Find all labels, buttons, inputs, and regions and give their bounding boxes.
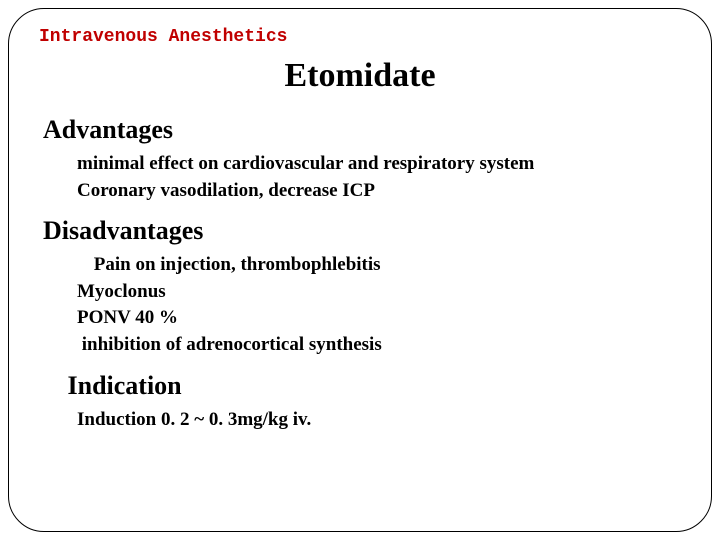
list-item: Pain on injection, thrombophlebitis (85, 252, 681, 279)
slide-frame: Intravenous Anesthetics Etomidate Advant… (8, 8, 712, 532)
section-heading-text: Advantages (43, 115, 173, 144)
list-item-text: Myoclonus (77, 281, 166, 302)
section-heading: Advantages (39, 115, 681, 145)
section-heading-text: Indication (61, 371, 182, 400)
section-heading-text: Disadvantages (43, 216, 203, 245)
content-area: Advantages minimal effect on cardiovascul… (39, 115, 681, 433)
list-item: Myoclonus (73, 279, 681, 306)
page-title: Etomidate (39, 57, 681, 95)
list-item-text: minimal effect on cardiovascular and res… (77, 153, 534, 174)
category-label: Intravenous Anesthetics (39, 27, 681, 47)
list-item: Coronary vasodilation, decrease ICP (73, 178, 681, 205)
list-item-text: PONV 40 % (77, 307, 178, 328)
slide: Intravenous Anesthetics Etomidate Advant… (0, 0, 720, 540)
section-heading: Disadvantages (39, 216, 681, 246)
list-item: Induction 0. 2 ~ 0. 3mg/kg iv. (73, 407, 681, 434)
list-item-text: inhibition of adrenocortical synthesis (77, 334, 382, 355)
section-heading: Indication (57, 371, 681, 401)
list-item: inhibition of adrenocortical synthesis (73, 332, 681, 359)
list-item: minimal effect on cardiovascular and res… (73, 151, 681, 178)
list-item-text: Induction 0. 2 ~ 0. 3mg/kg iv. (77, 409, 311, 430)
list-item: PONV 40 % (73, 305, 681, 332)
list-item-text: Coronary vasodilation, decrease ICP (77, 180, 375, 201)
list-item-text: Pain on injection, thrombophlebitis (89, 254, 381, 275)
